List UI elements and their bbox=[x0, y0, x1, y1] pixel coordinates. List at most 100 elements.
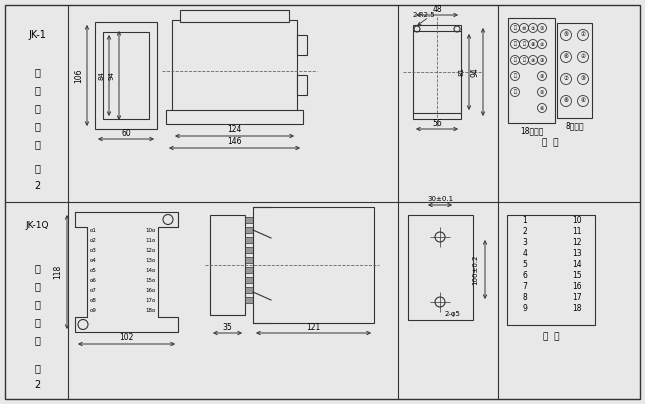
Text: 11: 11 bbox=[573, 227, 582, 236]
Text: o7: o7 bbox=[90, 288, 97, 293]
Text: 后: 后 bbox=[34, 103, 40, 113]
Text: ④: ④ bbox=[580, 99, 586, 103]
Text: 12o: 12o bbox=[146, 248, 156, 253]
Text: 18点端子: 18点端子 bbox=[520, 126, 543, 135]
Text: 14o: 14o bbox=[146, 269, 156, 274]
Text: 94: 94 bbox=[470, 67, 479, 77]
Text: 100±0.2: 100±0.2 bbox=[472, 254, 478, 285]
Bar bbox=[95, 22, 157, 129]
Text: o5: o5 bbox=[90, 269, 97, 274]
Bar bbox=[297, 35, 307, 55]
Text: o6: o6 bbox=[90, 278, 97, 284]
Text: 线: 线 bbox=[34, 139, 40, 149]
Text: 106: 106 bbox=[75, 68, 83, 83]
Text: 6: 6 bbox=[522, 271, 527, 280]
Text: ③: ③ bbox=[540, 57, 544, 63]
Text: 102: 102 bbox=[119, 333, 134, 343]
Bar bbox=[210, 215, 245, 315]
Text: JK-1Q: JK-1Q bbox=[25, 221, 49, 229]
Bar bbox=[166, 110, 303, 124]
Text: 2: 2 bbox=[522, 227, 527, 236]
Text: 前: 前 bbox=[34, 299, 40, 309]
Bar bbox=[245, 247, 253, 253]
Bar bbox=[245, 227, 253, 233]
Text: JK-1: JK-1 bbox=[28, 30, 46, 40]
Text: 146: 146 bbox=[227, 137, 242, 147]
Text: 8: 8 bbox=[522, 293, 527, 302]
Text: 附: 附 bbox=[34, 67, 40, 77]
Text: 35: 35 bbox=[223, 322, 232, 332]
Text: 接: 接 bbox=[34, 317, 40, 327]
Text: ⑧: ⑧ bbox=[564, 99, 568, 103]
Text: 121: 121 bbox=[306, 322, 321, 332]
Text: ⑪: ⑪ bbox=[522, 42, 526, 46]
Text: 板: 板 bbox=[34, 85, 40, 95]
Text: 16o: 16o bbox=[146, 288, 156, 293]
Bar bbox=[507, 215, 595, 325]
Text: ⑫: ⑫ bbox=[522, 57, 526, 63]
Text: ①: ① bbox=[540, 25, 544, 30]
Text: o3: o3 bbox=[90, 248, 97, 253]
Text: 13: 13 bbox=[573, 249, 582, 258]
Text: 12: 12 bbox=[573, 238, 582, 247]
Text: ②: ② bbox=[580, 55, 586, 59]
Text: 5: 5 bbox=[522, 260, 527, 269]
Text: ④: ④ bbox=[540, 74, 544, 78]
Text: o8: o8 bbox=[90, 299, 97, 303]
Text: 附: 附 bbox=[34, 263, 40, 273]
Text: o2: o2 bbox=[90, 238, 97, 244]
Bar bbox=[297, 75, 307, 95]
Text: 84: 84 bbox=[99, 71, 105, 80]
Text: ⑬: ⑬ bbox=[513, 25, 517, 30]
Text: 18: 18 bbox=[573, 304, 582, 313]
Text: ⑦: ⑦ bbox=[564, 76, 568, 82]
Text: ⑤: ⑤ bbox=[540, 90, 544, 95]
Text: ③: ③ bbox=[580, 76, 586, 82]
Text: 10o: 10o bbox=[146, 229, 156, 234]
Text: ①: ① bbox=[580, 32, 586, 38]
Text: 7: 7 bbox=[522, 282, 527, 291]
Text: ⑧: ⑧ bbox=[531, 42, 535, 46]
Text: 接: 接 bbox=[34, 121, 40, 131]
Text: ⑤: ⑤ bbox=[564, 32, 568, 38]
Text: 背  视: 背 视 bbox=[542, 139, 559, 147]
Text: 17: 17 bbox=[573, 293, 582, 302]
Text: ⑦: ⑦ bbox=[531, 25, 535, 30]
Bar bbox=[508, 18, 555, 123]
Text: ⑥: ⑥ bbox=[540, 105, 544, 111]
Bar bbox=[413, 25, 461, 119]
Text: o9: o9 bbox=[90, 309, 97, 314]
Text: 2: 2 bbox=[34, 380, 40, 390]
Text: 线: 线 bbox=[34, 335, 40, 345]
Bar bbox=[408, 215, 473, 320]
Text: 3: 3 bbox=[522, 238, 527, 247]
Text: 正  视: 正 视 bbox=[542, 332, 559, 341]
Text: ⑰: ⑰ bbox=[513, 74, 517, 78]
Text: 124: 124 bbox=[227, 126, 242, 135]
Text: 18o: 18o bbox=[146, 309, 156, 314]
Text: 17o: 17o bbox=[146, 299, 156, 303]
Bar bbox=[245, 277, 253, 283]
Text: 11o: 11o bbox=[146, 238, 156, 244]
Text: 15: 15 bbox=[573, 271, 582, 280]
Text: ⑭: ⑭ bbox=[513, 42, 517, 46]
Text: ⑥: ⑥ bbox=[564, 55, 568, 59]
Text: ⑱: ⑱ bbox=[513, 90, 517, 95]
Text: 15o: 15o bbox=[146, 278, 156, 284]
Bar bbox=[180, 10, 289, 22]
Bar bbox=[245, 287, 253, 293]
Text: 2: 2 bbox=[34, 181, 40, 191]
Text: 30±0.1: 30±0.1 bbox=[427, 196, 453, 202]
Text: 8点端子: 8点端子 bbox=[565, 122, 584, 130]
Text: 48: 48 bbox=[432, 4, 442, 13]
Bar bbox=[103, 32, 149, 119]
Text: 118: 118 bbox=[54, 265, 63, 279]
Bar bbox=[245, 297, 253, 303]
Text: ⑨: ⑨ bbox=[531, 57, 535, 63]
Bar bbox=[172, 20, 297, 122]
Text: ⑩: ⑩ bbox=[522, 25, 526, 30]
Text: 14: 14 bbox=[573, 260, 582, 269]
Bar bbox=[245, 237, 253, 243]
Text: 9: 9 bbox=[522, 304, 527, 313]
Text: 10: 10 bbox=[573, 216, 582, 225]
